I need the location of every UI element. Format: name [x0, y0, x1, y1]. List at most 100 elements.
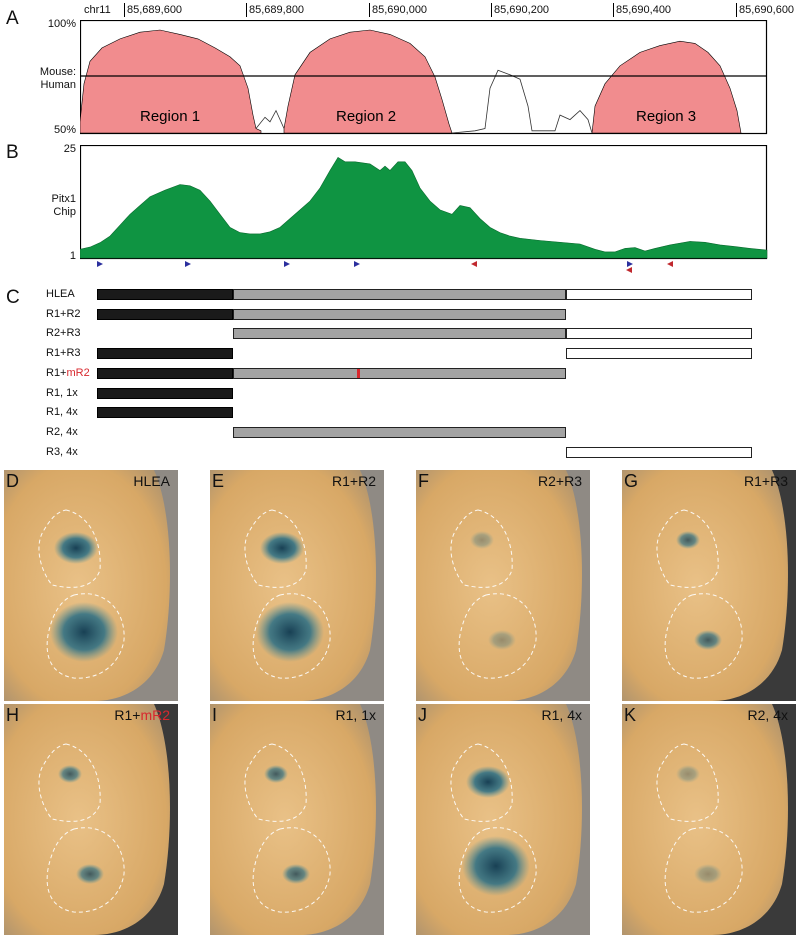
photo-construct-label: R1, 4x: [541, 707, 582, 723]
construct-label: R1, 1x: [46, 386, 78, 399]
region-3-bar: [566, 446, 752, 458]
region-2-bar: [233, 289, 566, 300]
embryo-image: [416, 470, 590, 701]
photo-panel-letter: J: [418, 705, 427, 725]
construct-label: R2, 4x: [46, 425, 78, 438]
photo-construct-label: R1+mR2: [114, 707, 170, 723]
conservation-mid-line2: Human: [40, 79, 76, 91]
photo-panel-letter: F: [418, 471, 429, 491]
chip-label: Pitx1 Chip: [20, 193, 76, 219]
region-2-label: Region 2: [336, 108, 396, 125]
embryo-photo: F R2+R3: [416, 470, 590, 701]
embryo-image: [210, 470, 384, 701]
forward-arrow-icon: [627, 261, 633, 267]
photo-construct-label: R1, 1x: [335, 707, 376, 723]
forward-arrow-icon: [354, 261, 360, 267]
panel-letter-c: C: [6, 287, 20, 308]
construct-label: R1, 4x: [46, 406, 78, 419]
embryo-image: [210, 704, 384, 935]
region-1-bar: [97, 348, 233, 360]
panel-letter-b: B: [6, 142, 19, 163]
embryo-photo: G R1+R3: [622, 470, 796, 701]
embryo-photo: K R2, 4x: [622, 704, 796, 935]
photo-panel-letter: K: [624, 705, 637, 725]
photo-construct-label: R2, 4x: [747, 707, 788, 723]
region-1-bar: [97, 308, 233, 320]
construct-label: R3, 4x: [46, 445, 78, 458]
conservation-y-bottom: 50%: [53, 124, 76, 136]
construct-label: R1+mR2: [46, 367, 90, 379]
chip-label-line1: Pitx1: [51, 193, 76, 205]
tick-label: 85,690,200: [494, 4, 550, 16]
conservation-mid-line1: Mouse:: [39, 66, 76, 78]
embryo-photo: J R1, 4x: [416, 704, 590, 935]
construct-label: HLEA: [46, 288, 75, 300]
embryo-photo: I R1, 1x: [210, 704, 384, 935]
chip-label-line2: Chip: [53, 206, 76, 218]
embryo-photo: D HLEA: [4, 470, 178, 701]
photo-label-prefix: R1+: [114, 707, 141, 723]
construct-label: R2+R3: [46, 327, 81, 340]
reverse-arrow-icon: [626, 267, 632, 273]
conservation-plot: Region 1 Region 2 Region 3: [80, 20, 768, 135]
tick-mark: [124, 3, 125, 17]
photo-construct-label: R1+R2: [332, 473, 376, 489]
region-3-bar: [566, 328, 752, 340]
region-3-bar: [566, 348, 752, 360]
chromosome-label: chr11: [84, 4, 111, 16]
tick-mark: [369, 3, 370, 17]
embryo-image: [416, 704, 590, 935]
chip-signal: [80, 156, 768, 259]
conservation-line: [255, 69, 593, 134]
forward-arrow-icon: [284, 261, 290, 267]
conservation-y-top: 100%: [47, 18, 76, 30]
region-3-bar: [566, 289, 752, 300]
photo-construct-label: HLEA: [133, 473, 170, 489]
tick-label: 85,690,000: [372, 4, 428, 16]
region-2-bar: [233, 367, 566, 379]
tick-label: 85,689,800: [249, 4, 305, 16]
embryo-image: [622, 704, 796, 935]
region-2-bar: [233, 328, 566, 340]
construct-label-mutation: mR2: [66, 366, 90, 379]
region-1-bar: [97, 367, 233, 379]
construct-label: R1+R2: [46, 307, 81, 320]
region-2-bar: [233, 426, 566, 438]
forward-arrow-icon: [97, 261, 103, 267]
region-1-bar: [97, 289, 233, 300]
photo-panel-letter: I: [212, 705, 218, 725]
panel-letter-a: A: [6, 8, 19, 29]
tick-mark: [736, 3, 737, 17]
construct-label: R1+R3: [46, 347, 81, 360]
reverse-arrow-icon: [667, 261, 673, 267]
region-1-bar: [97, 387, 233, 399]
embryo-image: [622, 470, 796, 701]
region-2-bar: [233, 308, 566, 320]
reverse-arrow-icon: [471, 261, 477, 267]
chip-y-top: 25: [63, 143, 76, 155]
chip-plot: [80, 145, 768, 260]
embryo-photo: E R1+R2: [210, 470, 384, 701]
photo-panel-letter: D: [6, 471, 19, 491]
photo-construct-label: R1+R3: [744, 473, 788, 489]
mutation-mark: [357, 368, 360, 378]
tick-label: 85,690,600: [739, 4, 795, 16]
construct-label-prefix: R1+: [46, 366, 67, 379]
photo-construct-label: R2+R3: [538, 473, 582, 489]
tick-mark: [613, 3, 614, 17]
embryo-image: [4, 470, 178, 701]
photo-panel-letter: G: [624, 471, 639, 491]
embryo-photo: H R1+mR2: [4, 704, 178, 935]
motif-arrows: [97, 261, 673, 273]
tick-label: 85,689,600: [127, 4, 183, 16]
photo-panel-letter: H: [6, 705, 19, 725]
chip-y-bottom: 1: [69, 250, 76, 262]
tick-mark: [246, 3, 247, 17]
region-1-label: Region 1: [140, 108, 200, 125]
conservation-mid-label: Mouse: Human: [20, 66, 76, 92]
photo-panel-letter: E: [212, 471, 225, 491]
tick-label: 85,690,400: [616, 4, 672, 16]
region-1-bar: [97, 407, 233, 419]
region-3-label: Region 3: [636, 108, 696, 125]
photo-label-mutation: mR2: [140, 707, 170, 723]
